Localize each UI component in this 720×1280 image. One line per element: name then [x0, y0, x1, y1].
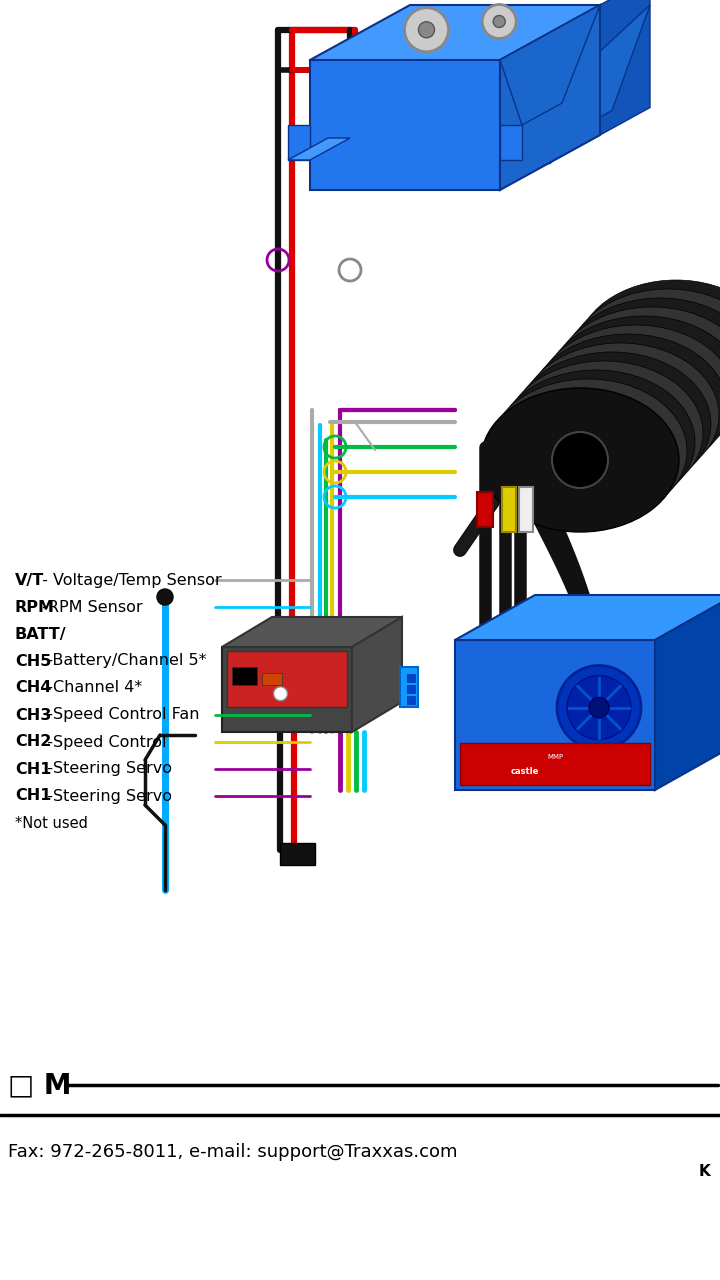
Polygon shape: [500, 5, 600, 125]
Circle shape: [274, 687, 287, 700]
Ellipse shape: [521, 343, 719, 486]
Ellipse shape: [505, 361, 703, 506]
Text: V/T: V/T: [15, 572, 44, 588]
Text: -Battery/Channel 5*: -Battery/Channel 5*: [37, 654, 206, 668]
Text: CH1: CH1: [15, 788, 51, 804]
Polygon shape: [310, 5, 600, 60]
Polygon shape: [222, 646, 352, 732]
Text: CH5: CH5: [15, 654, 51, 668]
Text: CH1: CH1: [15, 762, 51, 777]
Text: CH4: CH4: [15, 681, 51, 695]
Circle shape: [418, 22, 434, 37]
Bar: [407, 696, 415, 704]
Circle shape: [482, 5, 516, 38]
Text: CH2: CH2: [15, 735, 51, 750]
Polygon shape: [500, 125, 522, 160]
Ellipse shape: [537, 325, 720, 468]
Text: BATT/: BATT/: [15, 626, 67, 641]
Text: *Not used: *Not used: [15, 815, 88, 831]
Text: MMP: MMP: [547, 754, 563, 760]
Ellipse shape: [529, 334, 720, 477]
Polygon shape: [550, 5, 650, 133]
Text: RPM: RPM: [15, 599, 55, 614]
Text: K: K: [698, 1165, 710, 1179]
Bar: [227, 652, 347, 707]
Polygon shape: [222, 617, 402, 646]
Text: CH3: CH3: [15, 708, 51, 722]
Circle shape: [557, 666, 641, 750]
Text: -Channel 4*: -Channel 4*: [37, 681, 142, 695]
Ellipse shape: [553, 307, 720, 451]
Text: -Steering Servo: -Steering Servo: [37, 762, 171, 777]
Polygon shape: [455, 640, 655, 790]
Circle shape: [589, 698, 609, 718]
Polygon shape: [310, 60, 500, 189]
Circle shape: [405, 8, 449, 51]
Ellipse shape: [569, 289, 720, 433]
Polygon shape: [288, 125, 310, 160]
Circle shape: [567, 676, 631, 740]
Bar: [502, 486, 516, 531]
Ellipse shape: [497, 370, 695, 515]
Ellipse shape: [481, 388, 679, 532]
Polygon shape: [550, 0, 650, 163]
Bar: [407, 675, 415, 682]
Bar: [0, 1180, 720, 1280]
Circle shape: [552, 431, 608, 488]
Bar: [280, 844, 315, 865]
Bar: [262, 673, 282, 685]
Polygon shape: [288, 138, 350, 160]
Ellipse shape: [561, 298, 720, 442]
Ellipse shape: [513, 352, 711, 495]
Bar: [477, 492, 493, 526]
Ellipse shape: [545, 316, 720, 460]
Text: -Speed Control Fan: -Speed Control Fan: [37, 708, 199, 722]
Ellipse shape: [577, 280, 720, 424]
Circle shape: [157, 589, 173, 605]
Bar: [400, 667, 418, 707]
Polygon shape: [455, 595, 720, 640]
Bar: [407, 685, 415, 692]
Polygon shape: [500, 5, 600, 189]
Text: -Steering Servo: -Steering Servo: [37, 788, 171, 804]
Circle shape: [493, 15, 505, 27]
Text: -Speed Control: -Speed Control: [37, 735, 166, 750]
Bar: [519, 486, 533, 531]
Bar: [232, 667, 257, 685]
Polygon shape: [352, 617, 402, 732]
Bar: [460, 742, 650, 785]
Ellipse shape: [489, 379, 687, 524]
Text: □ M: □ M: [8, 1071, 71, 1100]
Text: -RPM Sensor: -RPM Sensor: [37, 599, 143, 614]
Text: - Voltage/Temp Sensor: - Voltage/Temp Sensor: [37, 572, 221, 588]
Polygon shape: [655, 595, 720, 790]
Text: castle: castle: [510, 768, 539, 777]
Text: Fax: 972-265-8011, e-mail: support@Traxxas.com: Fax: 972-265-8011, e-mail: support@Traxx…: [8, 1143, 457, 1161]
Polygon shape: [455, 32, 550, 163]
